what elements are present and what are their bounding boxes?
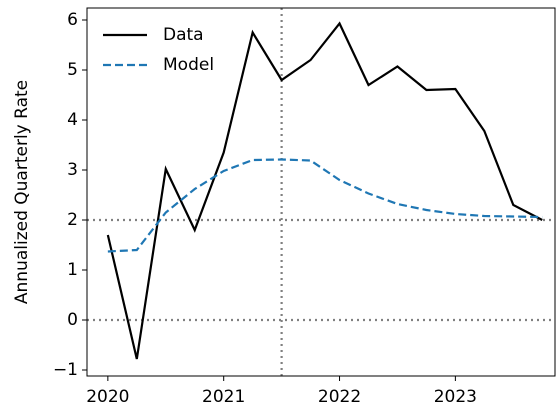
data-line bbox=[106, 21, 543, 360]
x-tick-label: 2022 bbox=[318, 387, 361, 407]
y-axis-label: Annualized Quarterly Rate bbox=[12, 80, 32, 304]
y-tick-label: 2 bbox=[67, 210, 78, 230]
y-tick-label: −1 bbox=[53, 360, 78, 380]
x-tick-label: 2020 bbox=[86, 387, 129, 407]
y-tick-label: 4 bbox=[67, 110, 78, 130]
y-tick-label: 1 bbox=[67, 260, 78, 280]
y-tick-label: 5 bbox=[67, 60, 78, 80]
legend-label: Model bbox=[163, 55, 214, 75]
y-tick-label: 3 bbox=[67, 160, 78, 180]
data-line bbox=[107, 158, 543, 253]
x-tick-label: 2021 bbox=[202, 387, 245, 407]
x-tick-label: 2023 bbox=[434, 387, 477, 407]
plot-frame bbox=[86, 7, 556, 377]
y-tick-label: 6 bbox=[67, 10, 78, 30]
legend-label: Data bbox=[163, 25, 204, 45]
y-tick-label: 0 bbox=[67, 310, 78, 330]
